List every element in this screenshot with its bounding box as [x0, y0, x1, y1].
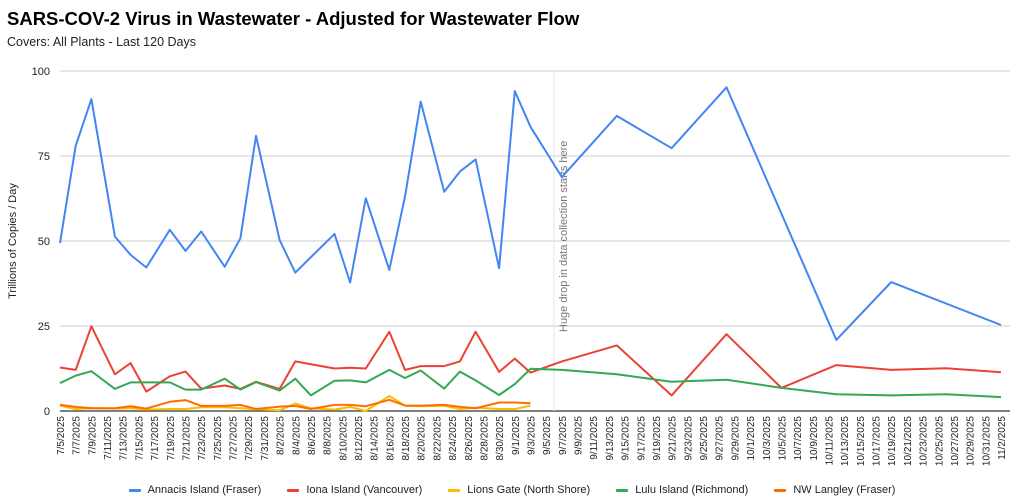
- legend-swatch: [287, 488, 300, 492]
- x-tick-label: 8/28/2025: [479, 416, 490, 461]
- chart-subtitle: Covers: All Plants - Last 120 Days: [7, 35, 196, 49]
- x-tick-label: 8/6/2025: [307, 416, 318, 455]
- series-line-0: [59, 86, 1002, 341]
- x-tick-label: 8/20/2025: [417, 416, 428, 461]
- x-tick-label: 10/1/2025: [746, 416, 757, 461]
- x-tick-label: 8/12/2025: [354, 416, 365, 461]
- x-tick-label: 7/25/2025: [213, 416, 224, 461]
- x-tick-label: 9/29/2025: [730, 416, 741, 461]
- legend-item[interactable]: Annacis Island (Fraser): [128, 484, 262, 496]
- legend-item[interactable]: NW Langley (Fraser): [774, 484, 895, 496]
- x-tick-label: 8/22/2025: [432, 416, 443, 461]
- y-axis-label: Trillions of Copies / Day: [7, 183, 19, 299]
- x-tick-label: 7/27/2025: [229, 416, 240, 461]
- legend-label: Lions Gate (North Shore): [467, 484, 591, 496]
- x-tick-label: 8/18/2025: [401, 416, 412, 461]
- x-tick-label: 10/5/2025: [777, 416, 788, 461]
- x-tick-label: 10/27/2025: [950, 416, 961, 466]
- x-tick-label: 9/1/2025: [511, 416, 522, 455]
- x-tick-label: 7/31/2025: [260, 416, 271, 461]
- x-tick-label: 10/11/2025: [824, 416, 835, 466]
- legend-item[interactable]: Lulu Island (Richmond): [616, 484, 748, 496]
- x-tick-label: 8/24/2025: [448, 416, 459, 461]
- series-line-1: [59, 325, 1002, 397]
- x-tick-label: 9/17/2025: [636, 416, 647, 461]
- x-tick-label: 10/3/2025: [762, 416, 773, 461]
- x-tick-label: 9/11/2025: [589, 416, 600, 460]
- x-tick-label: 8/2/2025: [276, 416, 287, 455]
- x-tick-label: 9/13/2025: [605, 416, 616, 461]
- x-tick-label: 10/15/2025: [856, 416, 867, 466]
- x-tick-label: 9/27/2025: [715, 416, 726, 461]
- x-tick-label: 8/10/2025: [338, 416, 349, 461]
- x-tick-label: 9/23/2025: [683, 416, 694, 461]
- x-tick-label: 8/4/2025: [291, 416, 302, 455]
- annotation-text: Huge drop in data collection starts here: [558, 141, 570, 332]
- gridlines: [60, 70, 1010, 412]
- x-axis-ticks: 7/5/2025 7/7/2025 7/9/2025 7/11/2025 7/13/20…: [56, 416, 1008, 466]
- legend-label: NW Langley (Fraser): [793, 484, 896, 496]
- x-tick-label: 8/30/2025: [495, 416, 506, 461]
- x-tick-label: 10/13/2025: [840, 416, 851, 466]
- legend-item[interactable]: Lions Gate (North Shore): [448, 484, 590, 496]
- x-tick-label: 7/5/2025: [56, 416, 67, 455]
- y-axis-ticks: 0 25 50 75 100: [32, 66, 50, 418]
- series-line-4: [59, 398, 531, 410]
- x-tick-label: 7/29/2025: [244, 416, 255, 461]
- legend-swatch: [448, 488, 461, 492]
- x-tick-label: 9/3/2025: [527, 416, 538, 455]
- x-tick-label: 10/25/2025: [934, 416, 945, 466]
- legend-item[interactable]: Iona Island (Vancouver): [287, 484, 422, 496]
- x-tick-label: 9/19/2025: [652, 416, 663, 461]
- annotation: Huge drop in data collection starts here: [553, 71, 570, 411]
- x-tick-label: 7/13/2025: [119, 416, 130, 461]
- y-tick-label: 100: [32, 66, 50, 78]
- x-tick-label: 8/26/2025: [464, 416, 475, 461]
- legend-label: Annacis Island (Fraser): [147, 484, 262, 496]
- x-tick-label: 9/5/2025: [542, 416, 553, 455]
- legend: Annacis Island (Fraser) Iona Island (Vanc…: [0, 484, 1024, 496]
- y-tick-label: 25: [38, 321, 50, 333]
- x-tick-label: 10/29/2025: [966, 416, 977, 466]
- x-tick-label: 7/11/2025: [103, 416, 114, 460]
- x-tick-label: 10/17/2025: [872, 416, 883, 466]
- legend-label: Lulu Island (Richmond): [635, 484, 749, 496]
- x-tick-label: 9/21/2025: [668, 416, 679, 461]
- series-line-2: [59, 395, 531, 412]
- series-line-3: [59, 367, 1002, 399]
- legend-swatch: [616, 488, 629, 492]
- y-tick-label: 50: [38, 236, 50, 248]
- x-tick-label: 10/21/2025: [903, 416, 914, 466]
- x-tick-label: 7/21/2025: [181, 416, 192, 461]
- y-tick-label: 75: [38, 151, 50, 163]
- x-tick-label: 10/31/2025: [981, 416, 992, 466]
- x-tick-label: 10/19/2025: [887, 416, 898, 466]
- x-tick-label: 9/7/2025: [558, 416, 569, 455]
- x-tick-label: 10/9/2025: [809, 416, 820, 461]
- x-tick-label: 7/9/2025: [87, 416, 98, 455]
- x-tick-label: 9/25/2025: [699, 416, 710, 461]
- x-tick-label: 8/14/2025: [370, 416, 381, 461]
- x-tick-label: 10/23/2025: [919, 416, 930, 466]
- x-tick-label: 9/15/2025: [621, 416, 632, 461]
- chart-title: SARS-COV-2 Virus in Wastewater - Adjuste…: [7, 8, 580, 29]
- x-tick-label: 7/23/2025: [197, 416, 208, 461]
- x-tick-label: 11/2/2025: [997, 416, 1008, 460]
- x-tick-label: 10/7/2025: [793, 416, 804, 461]
- series-lines: [59, 86, 1002, 412]
- x-tick-label: 7/15/2025: [134, 416, 145, 461]
- x-tick-label: 8/16/2025: [385, 416, 396, 461]
- y-tick-label: 0: [44, 406, 50, 418]
- legend-swatch: [774, 488, 787, 492]
- x-tick-label: 8/8/2025: [323, 416, 334, 455]
- x-tick-label: 7/17/2025: [150, 416, 161, 461]
- x-tick-label: 7/7/2025: [72, 416, 83, 455]
- legend-swatch: [128, 488, 141, 492]
- legend-label: Iona Island (Vancouver): [306, 484, 423, 496]
- x-tick-label: 9/9/2025: [574, 416, 585, 455]
- x-tick-label: 7/19/2025: [166, 416, 177, 461]
